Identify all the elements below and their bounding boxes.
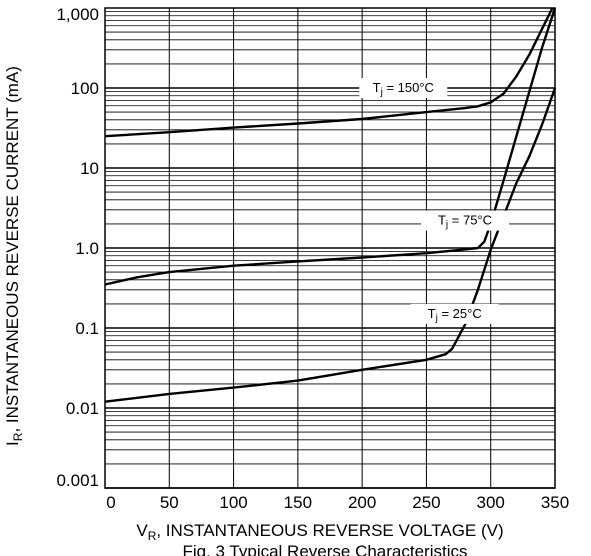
x-tick-label: 300 (477, 493, 505, 512)
x-axis-label-prefix: V (136, 521, 148, 540)
series-curve (104, 7, 554, 138)
curves (104, 7, 557, 403)
y-axis-label-text: , INSTANTANEOUS REVERSE CURRENT (mA) (3, 66, 22, 432)
y-tick-labels: 0.001 0.01 0.1 1.0 10 100 1,000 (56, 5, 99, 490)
y-tick-label: 0.001 (56, 471, 99, 490)
curve-label-prefix: T (428, 306, 436, 321)
curve-label: Tj = 150°C (373, 80, 434, 98)
curve-label-background (359, 78, 448, 98)
grid (104, 8, 556, 489)
plot-frame (104, 7, 556, 489)
curve-label: Tj = 75°C (438, 213, 492, 231)
y-tick-label: 0.1 (75, 319, 99, 338)
curve-label-background (410, 303, 499, 324)
curve-label-sub: j (435, 313, 438, 324)
x-tick-label: 150 (284, 493, 312, 512)
x-tick-label: 200 (348, 493, 376, 512)
curve-label-sub: j (445, 220, 448, 231)
curve-label-prefix: T (438, 213, 446, 228)
curve-label-rest: = 75°C (448, 213, 492, 228)
curve-label-prefix: T (373, 80, 381, 95)
series-curve (104, 7, 557, 286)
curve-label-sub: j (380, 87, 383, 98)
x-axis-label: VR, INSTANTANEOUS REVERSE VOLTAGE (V) (136, 521, 503, 543)
x-axis-label-sub: R (148, 529, 157, 543)
y-tick-label: 10 (80, 159, 99, 178)
y-tick-label: 100 (71, 79, 99, 98)
x-tick-label: 250 (412, 493, 440, 512)
x-tick-label: 100 (219, 493, 247, 512)
y-axis-label-sub: R (11, 432, 25, 441)
curve-label-rest: = 150°C (383, 80, 434, 95)
x-tick-label: 0 (106, 493, 115, 512)
x-tick-label: 50 (160, 493, 179, 512)
y-tick-label: 1.0 (75, 239, 99, 258)
x-tick-label: 350 (541, 493, 569, 512)
x-tick-labels: 0 50 100 150 200 250 300 350 (106, 493, 569, 512)
y-tick-label: 1,000 (56, 5, 99, 24)
curve-labels: Tj = 150°CTj = 75°CTj = 25°C (359, 78, 509, 324)
figure-caption: Fig. 3 Typical Reverse Characteristics (182, 542, 467, 556)
curve-label-background (421, 210, 509, 231)
curve-label-rest: = 25°C (438, 306, 482, 321)
y-axis-label-prefix: I (3, 441, 22, 446)
series-curve (104, 87, 557, 403)
y-axis-label: IR, INSTANTANEOUS REVERSE CURRENT (mA) (3, 66, 25, 446)
y-tick-label: 0.01 (66, 399, 99, 418)
curve-label: Tj = 25°C (428, 306, 482, 324)
x-axis-label-text: , INSTANTANEOUS REVERSE VOLTAGE (V) (156, 521, 503, 540)
